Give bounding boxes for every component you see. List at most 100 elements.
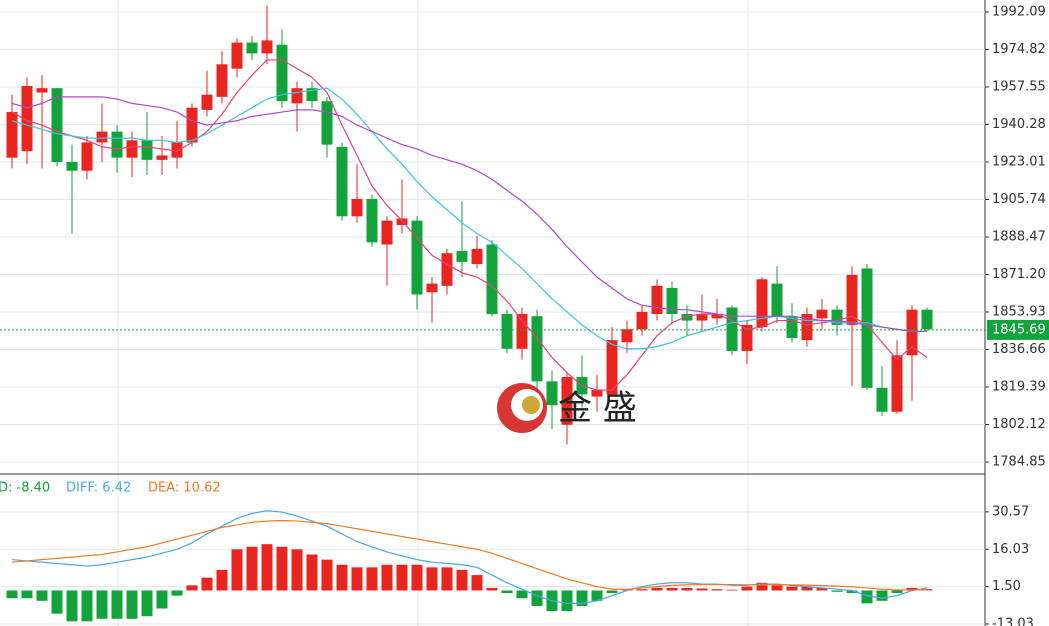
macd-bar bbox=[906, 587, 918, 591]
legend-label: DEA: 10.62 bbox=[148, 481, 221, 496]
macd-bar bbox=[531, 590, 543, 606]
ma-line bbox=[11, 96, 927, 333]
candle-body bbox=[516, 314, 528, 349]
macd-bar bbox=[501, 590, 513, 594]
macd-bar bbox=[831, 590, 843, 592]
macd-bar bbox=[6, 590, 18, 599]
macd-bar bbox=[156, 590, 168, 609]
candle-body bbox=[36, 88, 48, 93]
macd-bar bbox=[741, 586, 753, 591]
candle-body bbox=[711, 314, 723, 319]
macd-bar bbox=[606, 590, 618, 594]
macd-bar bbox=[786, 586, 798, 591]
macd-bar bbox=[636, 589, 648, 591]
macd-bar bbox=[591, 590, 603, 601]
candle-body bbox=[891, 355, 903, 412]
candle-body bbox=[96, 131, 108, 143]
candle-body bbox=[216, 64, 228, 97]
candle-body bbox=[636, 311, 648, 330]
macd-bar bbox=[381, 564, 393, 591]
y-tick-label: 1923.01 bbox=[992, 154, 1046, 169]
candle-body bbox=[816, 309, 828, 319]
candle-body bbox=[741, 324, 753, 351]
candle-body bbox=[231, 42, 243, 69]
y-tick-label: 1.50 bbox=[992, 579, 1021, 594]
macd-bar bbox=[171, 590, 183, 596]
macd-bar bbox=[801, 586, 813, 591]
candle-body bbox=[876, 387, 888, 412]
macd-bar bbox=[336, 564, 348, 591]
macd-bar bbox=[861, 590, 873, 604]
candle-body bbox=[66, 162, 78, 171]
candle-body bbox=[351, 198, 363, 217]
legend-label: D: -8.40 bbox=[0, 481, 50, 496]
candle-body bbox=[846, 274, 858, 325]
macd-bar bbox=[66, 590, 78, 622]
y-tick-label: 16.03 bbox=[992, 542, 1029, 557]
candle-body bbox=[306, 88, 318, 102]
candle-body bbox=[276, 44, 288, 102]
macd-bar bbox=[231, 549, 243, 591]
candle-body bbox=[621, 329, 633, 343]
macd-bar bbox=[111, 590, 123, 619]
candle-body bbox=[156, 155, 168, 160]
candle-body bbox=[411, 220, 423, 295]
macd-bar bbox=[471, 575, 483, 591]
macd-bar bbox=[816, 587, 828, 591]
macd-bar bbox=[726, 589, 738, 591]
macd-bar bbox=[651, 587, 663, 591]
y-tick-label: 1819.39 bbox=[992, 380, 1046, 395]
macd-bar bbox=[291, 549, 303, 591]
logo-dot bbox=[522, 396, 540, 414]
candle-body bbox=[591, 390, 603, 397]
candle-body bbox=[696, 314, 708, 321]
macd-bar bbox=[351, 567, 363, 591]
macd-bar bbox=[456, 569, 468, 591]
y-tick-label: 1784.85 bbox=[992, 455, 1046, 470]
candle-body bbox=[861, 268, 873, 388]
macd-bar bbox=[261, 544, 273, 591]
y-tick-label: 1836.66 bbox=[992, 342, 1046, 357]
macd-bar bbox=[576, 590, 588, 606]
candle-body bbox=[501, 314, 513, 349]
y-tick-label: 30.57 bbox=[992, 504, 1029, 519]
candle-body bbox=[366, 198, 378, 243]
macd-bar bbox=[771, 585, 783, 591]
macd-bar bbox=[486, 587, 498, 591]
macd-bar bbox=[426, 567, 438, 591]
macd-bar bbox=[216, 569, 228, 591]
candle-body bbox=[81, 142, 93, 171]
y-tick-label: -13.03 bbox=[992, 617, 1034, 626]
y-tick-label: 1853.93 bbox=[992, 305, 1046, 320]
candle-body bbox=[141, 140, 153, 160]
macd-bar bbox=[876, 590, 888, 601]
macd-bar bbox=[276, 546, 288, 591]
candle-body bbox=[186, 107, 198, 143]
candle-body bbox=[471, 248, 483, 265]
y-tick-label: 1974.82 bbox=[992, 42, 1046, 57]
candle-body bbox=[51, 88, 63, 163]
y-tick-label: 1992.09 bbox=[992, 4, 1046, 19]
macd-bar bbox=[756, 582, 768, 591]
candle-body bbox=[6, 112, 18, 158]
macd-bar bbox=[666, 587, 678, 591]
y-tick-label: 1888.47 bbox=[992, 229, 1046, 244]
candle-body bbox=[291, 88, 303, 104]
macd-line bbox=[11, 519, 928, 591]
last-price-box bbox=[987, 319, 1049, 340]
candle-body bbox=[336, 146, 348, 217]
candle-body bbox=[666, 287, 678, 315]
candle-body bbox=[486, 244, 498, 315]
y-tick-label: 1871.20 bbox=[992, 267, 1046, 282]
candle-body bbox=[261, 40, 273, 54]
macd-bar bbox=[186, 585, 198, 591]
candle-body bbox=[906, 309, 918, 356]
ma-line bbox=[11, 59, 928, 391]
macd-bar bbox=[141, 590, 153, 617]
candle-body bbox=[246, 42, 258, 54]
macd-bar bbox=[516, 590, 528, 599]
y-tick-label: 1802.12 bbox=[992, 417, 1046, 432]
macd-bar bbox=[21, 590, 33, 599]
candle-body bbox=[546, 381, 558, 406]
last-price-label: 1845.69 bbox=[992, 322, 1046, 337]
